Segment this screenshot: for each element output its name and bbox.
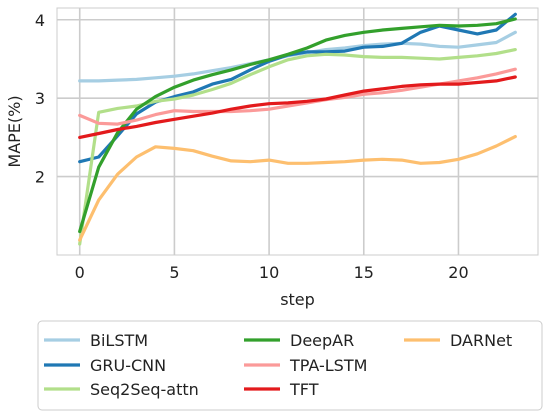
y-tick-label: 2 <box>35 168 45 187</box>
series-line-gru-cnn <box>78 12 517 164</box>
x-tick-label: 20 <box>448 263 468 282</box>
series-line-seq2seq-attn <box>78 47 517 246</box>
series-lines <box>78 12 517 246</box>
legend-label-darnet: DARNet <box>450 331 512 350</box>
legend-label-gru-cnn: GRU-CNN <box>90 356 166 375</box>
legend-label-tft: TFT <box>289 380 319 399</box>
plot-frame <box>56 7 539 256</box>
x-tick-label: 15 <box>354 263 374 282</box>
legend-label-bilstm: BiLSTM <box>90 331 148 350</box>
legend: BiLSTM GRU-CNN Seq2Seq-attn DeepAR TPA-LSTM T… <box>37 320 543 411</box>
x-axis-label: step <box>280 290 315 309</box>
y-tick-label: 3 <box>35 89 45 108</box>
y-tick-labels: 2 3 4 <box>35 11 45 187</box>
series-line-darnet <box>78 135 517 242</box>
legend-label-seq2seq-attn: Seq2Seq-attn <box>90 380 199 399</box>
y-axis-label: MAPE(%) <box>5 95 24 167</box>
legend-label-tpa-lstm: TPA-LSTM <box>289 356 367 375</box>
legend-box <box>37 320 543 411</box>
series-line-deepar <box>78 17 517 234</box>
x-tick-labels: 0 5 10 15 20 <box>75 263 469 282</box>
legend-label-deepar: DeepAR <box>290 331 354 350</box>
series-line-tft <box>78 75 517 139</box>
x-tick-label: 10 <box>259 263 279 282</box>
x-tick-label: 5 <box>169 263 179 282</box>
grid-lines <box>57 8 538 255</box>
x-tick-label: 0 <box>75 263 85 282</box>
y-tick-label: 4 <box>35 11 45 30</box>
